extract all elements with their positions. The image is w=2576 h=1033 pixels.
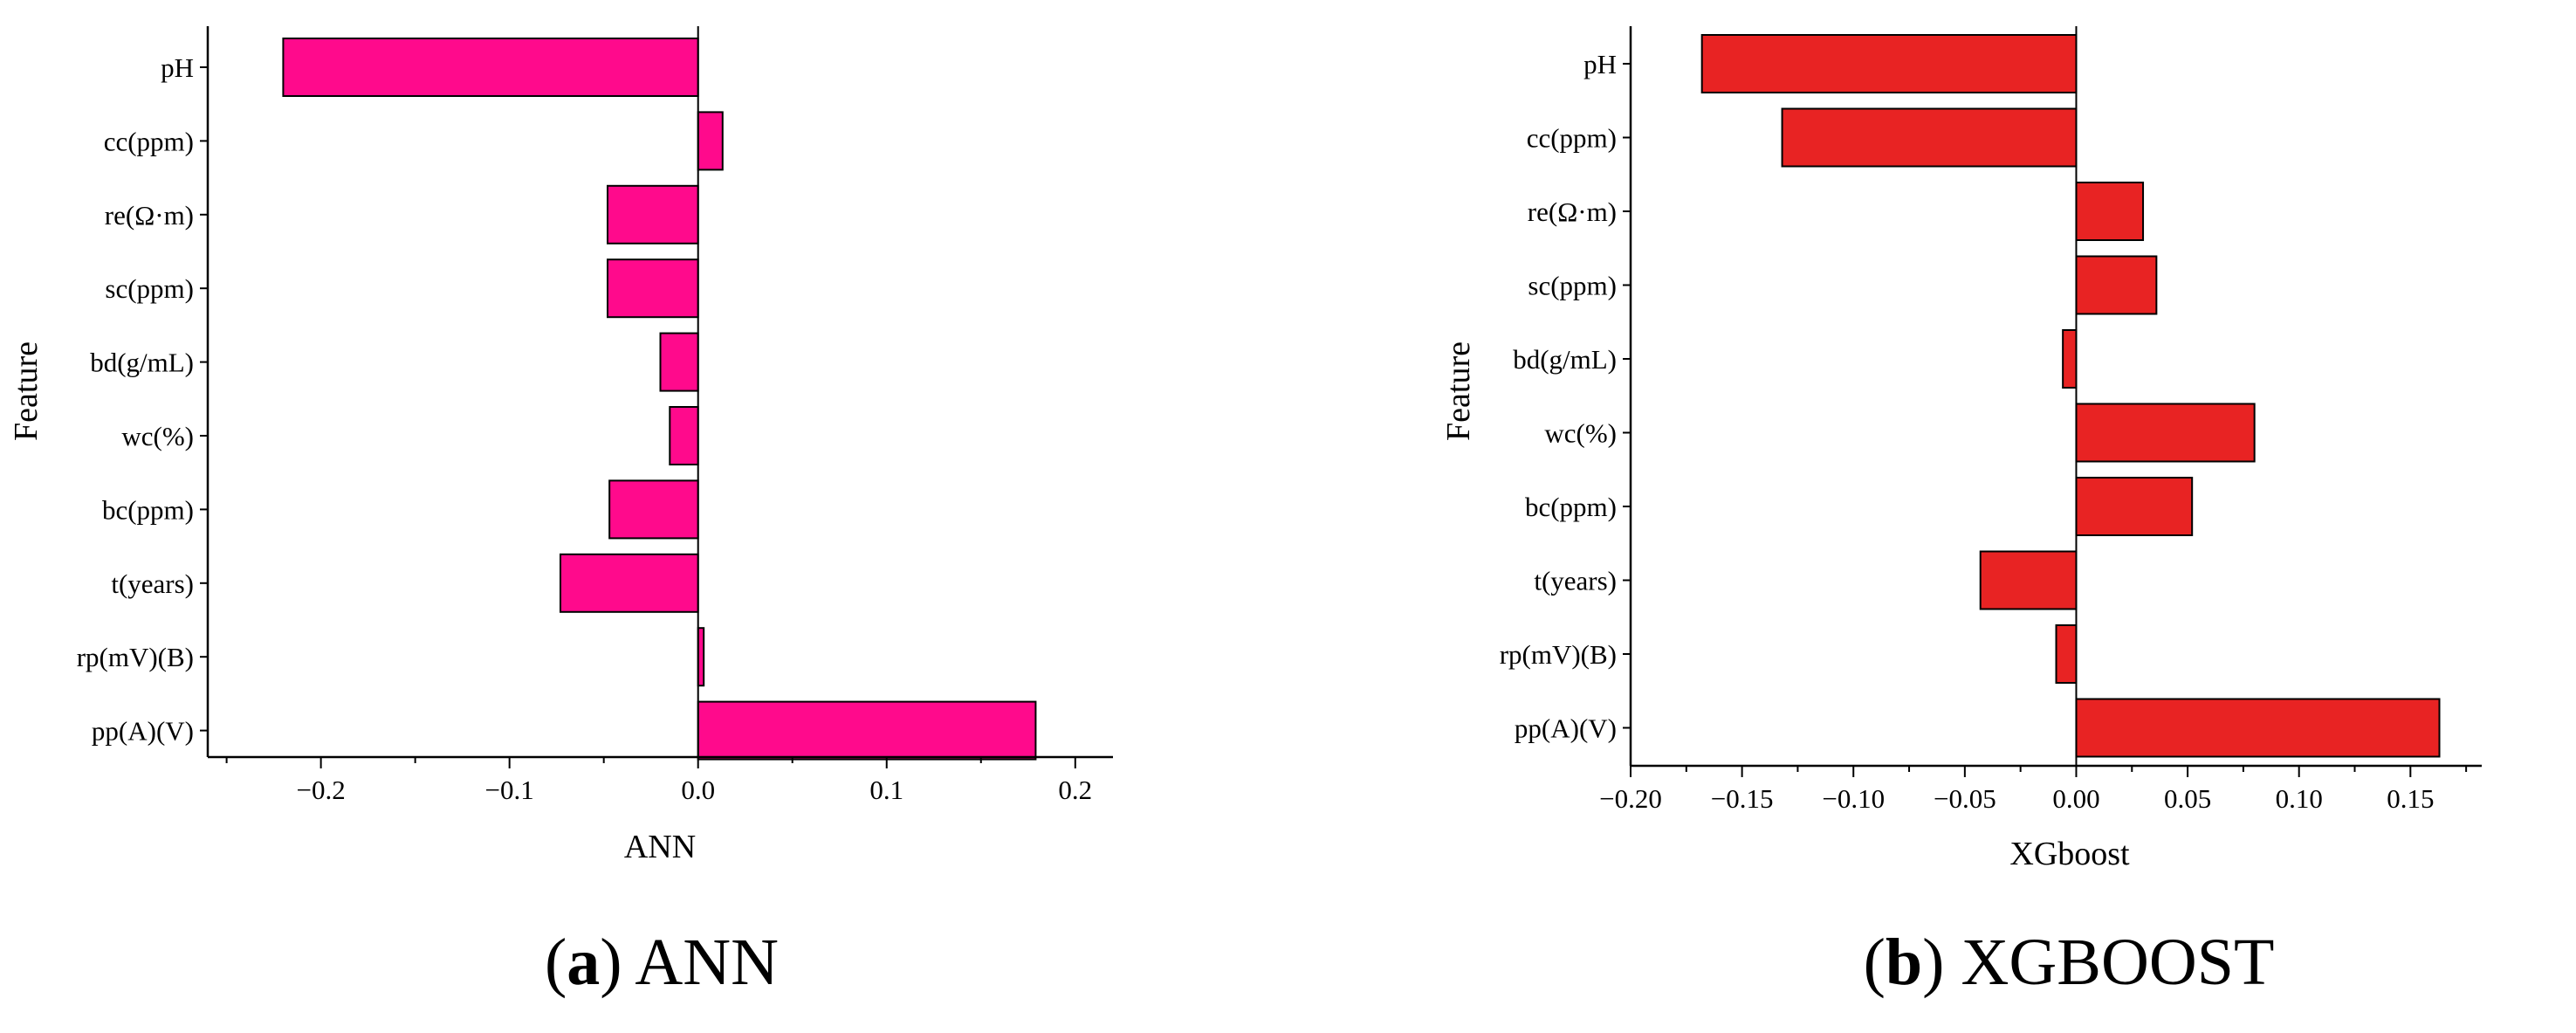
ann-x-tick-label-0: −0.2 bbox=[297, 775, 346, 805]
ann-x-axis-title: ANN bbox=[624, 829, 696, 865]
xgboost-bar-6 bbox=[2075, 477, 2194, 536]
xgboost-category-label-4: bd(g/mL) bbox=[1513, 344, 1617, 375]
xgboost-bar-0 bbox=[1700, 34, 2078, 93]
xgboost-category-label-3: sc(ppm) bbox=[1528, 271, 1617, 301]
xgboost-bar-2 bbox=[2075, 182, 2145, 241]
xgboost-category-label-1: cc(ppm) bbox=[1527, 123, 1617, 154]
xgboost-bar-3 bbox=[2075, 255, 2158, 315]
xgboost-x-tick-label-7: 0.15 bbox=[2387, 783, 2434, 814]
ann-bar-0 bbox=[282, 38, 699, 97]
ann-bar-1 bbox=[697, 111, 724, 171]
ann-category-label-5: wc(%) bbox=[121, 421, 194, 451]
xgboost-category-label-0: pH bbox=[1583, 49, 1617, 79]
xgboost-bar-1 bbox=[1781, 107, 2078, 168]
ann-x-tick-label-1: −0.1 bbox=[485, 775, 534, 805]
ann-category-label-3: sc(ppm) bbox=[105, 273, 194, 304]
xgboost-x-tick-label-1: −0.15 bbox=[1711, 783, 1774, 814]
xgboost-category-label-6: bc(ppm) bbox=[1525, 492, 1617, 522]
xgboost-y-axis-title: Feature bbox=[1440, 341, 1477, 441]
xgboost-category-label-2: re(Ω·m) bbox=[1528, 196, 1617, 227]
xgboost-category-label-5: wc(%) bbox=[1544, 418, 1617, 449]
xgboost-category-label-7: t(years) bbox=[1534, 566, 1617, 596]
ann-category-label-6: bc(ppm) bbox=[102, 494, 194, 525]
ann-bar-2 bbox=[607, 184, 699, 244]
xgboost-x-axis-title: XGboost bbox=[2009, 836, 2130, 872]
xgboost-x-tick-label-4: 0.00 bbox=[2052, 783, 2099, 814]
xgboost-x-tick-label-3: −0.05 bbox=[1934, 783, 1996, 814]
xgboost-x-tick-label-0: −0.20 bbox=[1599, 783, 1662, 814]
ann-bar-3 bbox=[607, 258, 699, 319]
ann-caption-title: ANN bbox=[635, 926, 779, 999]
ann-category-label-7: t(years) bbox=[111, 568, 194, 599]
ann-bar-9 bbox=[697, 700, 1037, 761]
ann-x-tick-label-4: 0.2 bbox=[1058, 775, 1092, 805]
xgboost-caption-title: XGBOOST bbox=[1961, 926, 2274, 999]
chart-ann: pH cc(ppm) re(Ω·m) sc(ppm) bd(g/mL) wc(%) bc(p… bbox=[8, 26, 1113, 999]
xgboost-x-tick-label-6: 0.10 bbox=[2276, 783, 2323, 814]
ann-bar-6 bbox=[608, 479, 699, 540]
ann-x-tick-label-2: 0.0 bbox=[681, 775, 715, 805]
xgboost-x-tick-label-5: 0.05 bbox=[2164, 783, 2211, 814]
ann-category-label-2: re(Ω·m) bbox=[105, 200, 194, 231]
ann-bar-5 bbox=[669, 406, 699, 465]
ann-bar-4 bbox=[659, 332, 699, 392]
xgboost-caption-letter: b bbox=[1886, 926, 1922, 999]
xgboost-bar-5 bbox=[2075, 403, 2256, 463]
ann-category-label-4: bd(g/mL) bbox=[90, 348, 194, 378]
xgboost-bar-7 bbox=[1979, 550, 2078, 610]
ann-category-label-8: rp(mV)(B) bbox=[77, 642, 194, 672]
xgboost-bar-8 bbox=[2055, 624, 2078, 684]
xgboost-caption: (b) XGBOOST bbox=[1864, 926, 2275, 999]
ann-bar-7 bbox=[559, 553, 699, 613]
ann-x-tick-label-3: 0.1 bbox=[869, 775, 903, 805]
xgboost-category-label-9: pp(A)(V) bbox=[1515, 713, 1617, 744]
xgboost-category-label-8: rp(mV)(B) bbox=[1500, 639, 1617, 670]
ann-caption-letter: a bbox=[567, 926, 600, 999]
ann-category-label-1: cc(ppm) bbox=[104, 126, 194, 156]
xgboost-bar-9 bbox=[2075, 698, 2441, 758]
chart-xgboost: pH cc(ppm) re(Ω·m) sc(ppm) bd(g/mL) wc(%) bc(p… bbox=[1440, 26, 2482, 999]
ann-caption: (a) ANN bbox=[545, 926, 779, 999]
ann-y-axis-title: Feature bbox=[8, 341, 45, 441]
xgboost-x-tick-label-2: −0.10 bbox=[1822, 783, 1885, 814]
ann-category-label-0: pH bbox=[161, 52, 194, 83]
xgboost-bar-4 bbox=[2062, 329, 2078, 389]
ann-category-label-9: pp(A)(V) bbox=[92, 716, 194, 747]
